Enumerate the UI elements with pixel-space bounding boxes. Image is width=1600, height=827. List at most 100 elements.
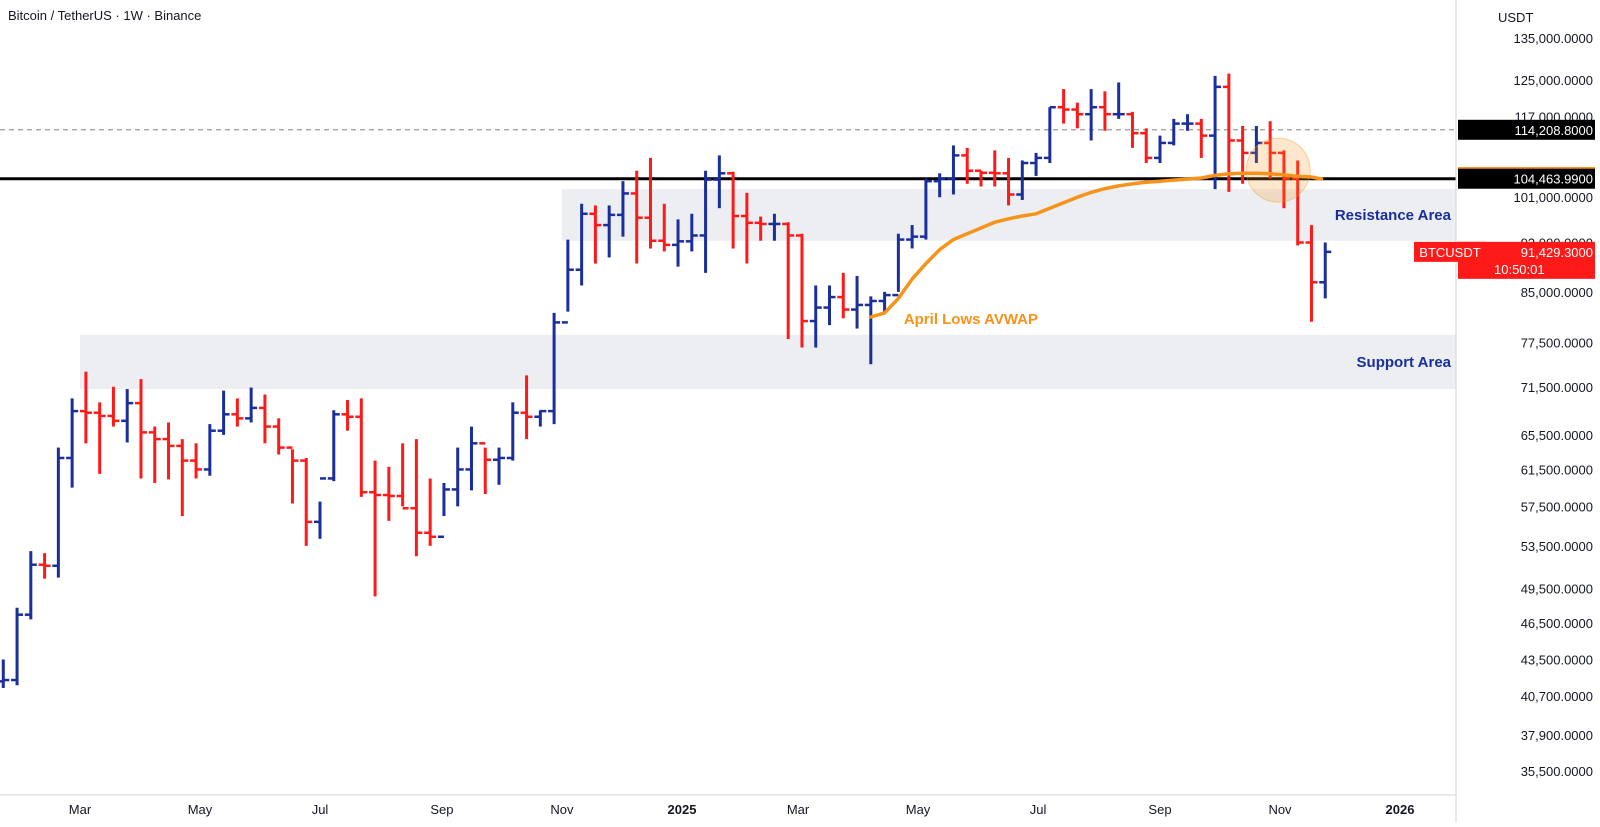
- ohlc-bar: [823, 285, 836, 326]
- ohlc-bar: [286, 446, 299, 504]
- ohlc-bar: [947, 145, 960, 195]
- ohlc-bar: [190, 443, 203, 479]
- y-tick-label: 65,500.0000: [1521, 428, 1593, 443]
- ohlc-bar: [506, 402, 519, 461]
- ohlc-bar: [988, 150, 1001, 187]
- levels-layer: [0, 129, 1456, 181]
- ohlc-bar: [699, 170, 712, 273]
- ohlc-bar: [493, 447, 506, 485]
- ohlc-bar: [1264, 121, 1277, 179]
- ohlc-bar: [851, 275, 864, 329]
- zone-label-support: Support Area: [1357, 354, 1452, 371]
- bars-layer: [0, 73, 1332, 688]
- ohlc-bar: [245, 387, 258, 423]
- ohlc-bar: [672, 219, 685, 267]
- ohlc-bar: [79, 371, 92, 444]
- y-tick-label: 77,500.0000: [1521, 336, 1593, 351]
- axis-currency-label[interactable]: USDT: [1498, 10, 1533, 25]
- ohlc-bar: [768, 213, 781, 241]
- y-tick-label: 53,500.0000: [1521, 539, 1593, 554]
- x-tick-label: 2025: [668, 802, 697, 817]
- x-tick-label: Jul: [1030, 802, 1047, 817]
- ohlc-bar: [410, 439, 423, 557]
- y-tick-label: 35,500.0000: [1521, 764, 1593, 779]
- ohlc-bar: [162, 422, 175, 480]
- x-tick-label: Mar: [69, 802, 92, 817]
- ohlc-bar: [203, 424, 216, 476]
- y-tick-label: 61,500.0000: [1521, 462, 1593, 477]
- level-tag-dashed-text: 114,208.8000: [1514, 123, 1593, 138]
- avwap-layer: [869, 137, 1324, 319]
- price-axis[interactable]: 135,000.0000125,000.0000117,000.0000101,…: [1414, 31, 1595, 779]
- ohlc-bar: [1057, 89, 1070, 124]
- ohlc-bar: [1112, 82, 1125, 119]
- level-tag-black-text: 104,463.9900: [1513, 172, 1593, 187]
- x-tick-label: May: [188, 802, 213, 817]
- ohlc-bar: [658, 203, 671, 252]
- ohlc-bar: [589, 205, 602, 264]
- ohlc-bar: [548, 312, 561, 425]
- ohlc-bar: [1319, 242, 1332, 299]
- ohlc-bar: [479, 442, 492, 495]
- y-tick-label: 46,500.0000: [1521, 616, 1593, 631]
- ohlc-bar: [121, 389, 134, 443]
- labels-layer: Resistance Area Support Area April Lows AV…: [904, 207, 1452, 371]
- y-tick-label: 71,500.0000: [1521, 380, 1593, 395]
- x-tick-label: Sep: [1148, 802, 1171, 817]
- zone-label-resistance: Resistance Area: [1335, 207, 1452, 224]
- y-tick-label: 85,000.0000: [1521, 285, 1593, 300]
- ohlc-bar: [1002, 157, 1015, 206]
- ohlc-bar: [38, 553, 51, 579]
- ohlc-bar: [272, 418, 285, 455]
- ohlc-bar: [1195, 118, 1208, 158]
- ohlc-bar: [134, 379, 147, 479]
- y-tick-label: 125,000.0000: [1513, 73, 1593, 88]
- ohlc-bar: [1140, 128, 1153, 163]
- ohlc-bar: [437, 483, 450, 539]
- ohlc-bar: [809, 285, 822, 348]
- ohlc-bar: [754, 216, 767, 241]
- ohlc-bar: [176, 439, 189, 516]
- ohlc-bar: [864, 296, 877, 365]
- y-tick-label: 57,500.0000: [1521, 499, 1593, 514]
- ohlc-bar: [93, 402, 106, 474]
- x-tick-label: Mar: [787, 802, 810, 817]
- ohlc-bar: [1181, 114, 1194, 131]
- ohlc-bar: [795, 233, 808, 348]
- ohlc-bar: [217, 390, 230, 435]
- ohlc-bar: [382, 466, 395, 521]
- level-tag-black-bg: [1458, 168, 1595, 189]
- ohlc-bar: [0, 659, 10, 688]
- ohlc-bar: [919, 178, 932, 240]
- ohlc-bar: [1250, 125, 1263, 163]
- ohlc-bar: [575, 203, 588, 286]
- ohlc-bar: [933, 173, 946, 198]
- zone-support: [80, 334, 1456, 390]
- x-tick-label: 2026: [1386, 802, 1415, 817]
- ohlc-bar: [1016, 160, 1029, 200]
- symbol-title[interactable]: Bitcoin / TetherUS · 1W · Binance: [8, 8, 201, 23]
- symbol-tag-text: BTCUSDT: [1419, 245, 1480, 260]
- time-axis[interactable]: Mar May Jul Sep Nov 2025 Mar May Jul Sep Nov 2026: [69, 802, 1415, 817]
- y-tick-label: 101,000.0000: [1513, 190, 1593, 205]
- ohlc-bar: [616, 181, 629, 237]
- ohlc-bar: [231, 398, 244, 427]
- ohlc-bar: [837, 272, 850, 319]
- ohlc-bar: [341, 399, 354, 431]
- ohlc-bar: [451, 447, 464, 507]
- ohlc-bar: [561, 239, 574, 324]
- y-tick-label: 40,700.0000: [1521, 689, 1593, 704]
- ohlc-bar: [300, 457, 313, 546]
- ohlc-bar: [396, 443, 409, 510]
- ohlc-bar: [782, 222, 795, 340]
- ohlc-bar: [1277, 150, 1290, 209]
- ohlc-bar: [66, 398, 79, 488]
- avwap-line: [869, 171, 1324, 319]
- ohlc-bar: [1126, 111, 1139, 148]
- y-tick-label: 43,500.0000: [1521, 652, 1593, 667]
- ohlc-bar: [1154, 135, 1166, 163]
- ohlc-bar: [465, 426, 478, 491]
